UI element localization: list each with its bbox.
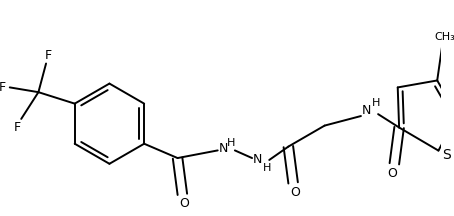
Text: F: F — [14, 121, 21, 134]
Text: N: N — [219, 142, 228, 155]
Text: S: S — [442, 148, 450, 162]
Text: CH₃: CH₃ — [434, 32, 454, 43]
Text: F: F — [44, 49, 51, 62]
Text: H: H — [372, 98, 380, 108]
Text: O: O — [388, 167, 397, 180]
Text: O: O — [290, 186, 300, 199]
Text: N: N — [362, 104, 371, 117]
Text: N: N — [253, 153, 262, 167]
Text: F: F — [0, 81, 6, 94]
Text: O: O — [179, 197, 189, 210]
Text: H: H — [263, 163, 271, 173]
Text: H: H — [227, 138, 235, 148]
